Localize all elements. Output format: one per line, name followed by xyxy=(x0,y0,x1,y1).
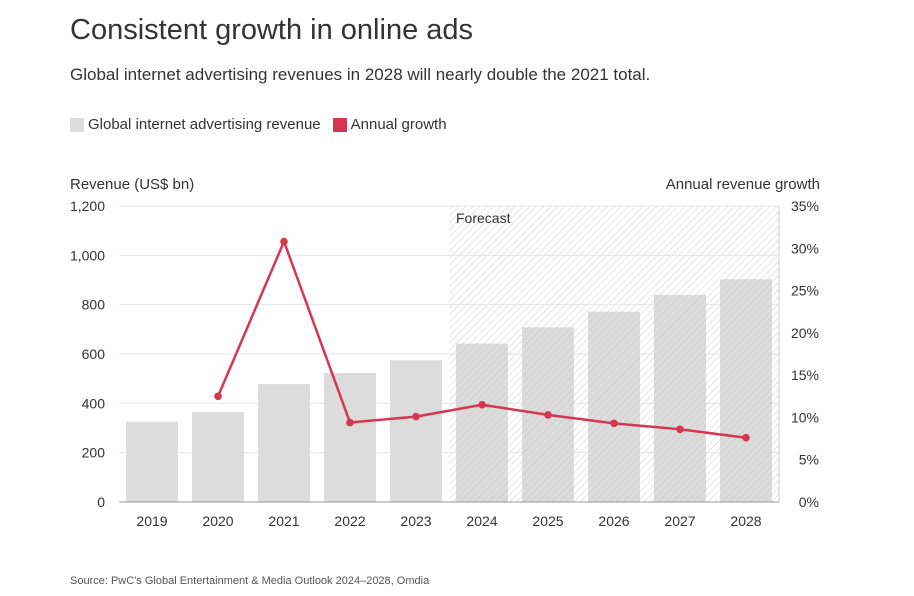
forecast-label: Forecast xyxy=(456,210,511,226)
growth-point xyxy=(214,392,222,401)
x-tick-label: 2023 xyxy=(400,513,431,529)
legend-label-growth: Annual growth xyxy=(350,116,447,133)
revenue-bar xyxy=(588,311,640,502)
legend: Global internet advertising revenue Annu… xyxy=(70,116,459,133)
growth-point xyxy=(346,418,354,427)
x-tick-label: 2026 xyxy=(598,513,629,529)
y-right-tick-label: 5% xyxy=(799,452,819,468)
revenue-bar xyxy=(192,411,244,502)
x-tick-label: 2019 xyxy=(136,513,167,529)
x-tick-label: 2025 xyxy=(532,513,563,529)
y-right-tick-label: 10% xyxy=(791,409,819,425)
revenue-bar xyxy=(456,343,508,502)
left-axis-title: Revenue (US$ bn) xyxy=(70,176,195,193)
revenue-bar xyxy=(720,279,772,502)
y-right-tick-label: 30% xyxy=(791,240,819,256)
growth-point xyxy=(742,433,750,442)
revenue-bar xyxy=(654,294,706,502)
x-tick-label: 2020 xyxy=(202,513,233,529)
x-tick-label: 2024 xyxy=(466,513,497,529)
growth-point xyxy=(610,419,618,428)
legend-item-revenue: Global internet advertising revenue xyxy=(70,116,321,133)
growth-point xyxy=(280,237,288,246)
y-right-tick-label: 0% xyxy=(799,494,819,510)
y-left-tick-label: 0 xyxy=(97,494,105,510)
y-left-tick-label: 200 xyxy=(82,445,106,461)
x-tick-label: 2027 xyxy=(664,513,695,529)
y-left-tick-label: 400 xyxy=(82,395,106,411)
legend-swatch-growth xyxy=(332,117,347,132)
chart-subtitle: Global internet advertising revenues in … xyxy=(70,65,651,84)
source-note: Source: PwC's Global Entertainment & Med… xyxy=(70,575,430,587)
revenue-bar xyxy=(126,421,178,502)
y-right-tick-label: 35% xyxy=(791,198,819,214)
growth-point xyxy=(478,400,486,409)
y-left-tick-label: 600 xyxy=(82,346,106,362)
y-right-tick-label: 15% xyxy=(791,367,819,383)
y-left-tick-label: 1,000 xyxy=(70,247,105,263)
revenue-bar xyxy=(258,384,310,502)
chart-title: Consistent growth in online ads xyxy=(70,14,474,46)
legend-item-growth: Annual growth xyxy=(332,116,447,133)
y-right-tick-label: 20% xyxy=(791,325,819,341)
y-right-tick-label: 25% xyxy=(791,283,819,299)
legend-swatch-revenue xyxy=(70,117,84,132)
x-tick-label: 2022 xyxy=(334,513,365,529)
x-tick-label: 2021 xyxy=(268,513,299,529)
right-axis-title: Annual revenue growth xyxy=(665,176,820,193)
y-left-tick-label: 800 xyxy=(82,297,106,313)
revenue-bar xyxy=(324,372,376,502)
x-tick-label: 2028 xyxy=(730,513,761,529)
legend-label-revenue: Global internet advertising revenue xyxy=(88,116,321,133)
growth-point xyxy=(412,412,420,421)
growth-point xyxy=(544,411,552,419)
y-left-tick-label: 1,200 xyxy=(70,198,105,214)
growth-point xyxy=(676,425,684,434)
revenue-bar xyxy=(390,360,442,502)
